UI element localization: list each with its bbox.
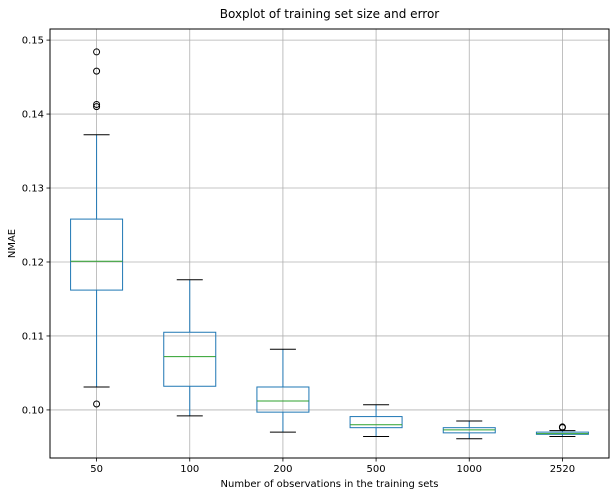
box-group-2520 xyxy=(535,423,589,438)
iqr-box xyxy=(163,331,217,387)
iqr-box xyxy=(256,386,310,413)
x-tick-label: 50 xyxy=(90,464,103,475)
outlier-point xyxy=(93,103,101,111)
box-group-200 xyxy=(256,348,310,433)
y-tick-label: 0.14 xyxy=(22,110,44,121)
y-tick-label: 0.13 xyxy=(22,184,44,195)
box-group-500 xyxy=(349,404,403,438)
outlier-point xyxy=(93,67,101,75)
plot-layer xyxy=(70,48,589,440)
y-axis-label: NMAE xyxy=(7,229,18,258)
outlier-point xyxy=(93,400,101,408)
outlier-point xyxy=(93,100,101,108)
x-tick-label: 1000 xyxy=(457,464,482,475)
outlier-point xyxy=(93,48,101,56)
x-tick-label: 200 xyxy=(273,464,292,475)
y-tick-label: 0.11 xyxy=(22,331,44,342)
x-tick-label: 2520 xyxy=(550,464,575,475)
iqr-box xyxy=(70,218,124,291)
box-group-100 xyxy=(163,279,217,417)
x-tick-label: 100 xyxy=(180,464,199,475)
outlier-point xyxy=(558,424,566,432)
iqr-box xyxy=(349,416,403,429)
chart-title: Boxplot of training set size and error xyxy=(220,7,440,21)
x-tick-label: 500 xyxy=(367,464,386,475)
y-tick-label: 0.15 xyxy=(22,36,44,47)
y-tick-label: 0.12 xyxy=(22,257,44,268)
y-tick-label: 0.10 xyxy=(22,405,44,416)
box-group-1000 xyxy=(442,420,496,440)
x-axis-label: Number of observations in the training s… xyxy=(221,479,439,490)
box-group-50 xyxy=(70,48,124,408)
grid-layer xyxy=(50,29,609,458)
plot-area-frame xyxy=(49,28,610,459)
axis-layer: 0.10 0.11 0.12 0.13 0.14 0.15 50 100 200 500 1000 2… xyxy=(22,36,575,475)
